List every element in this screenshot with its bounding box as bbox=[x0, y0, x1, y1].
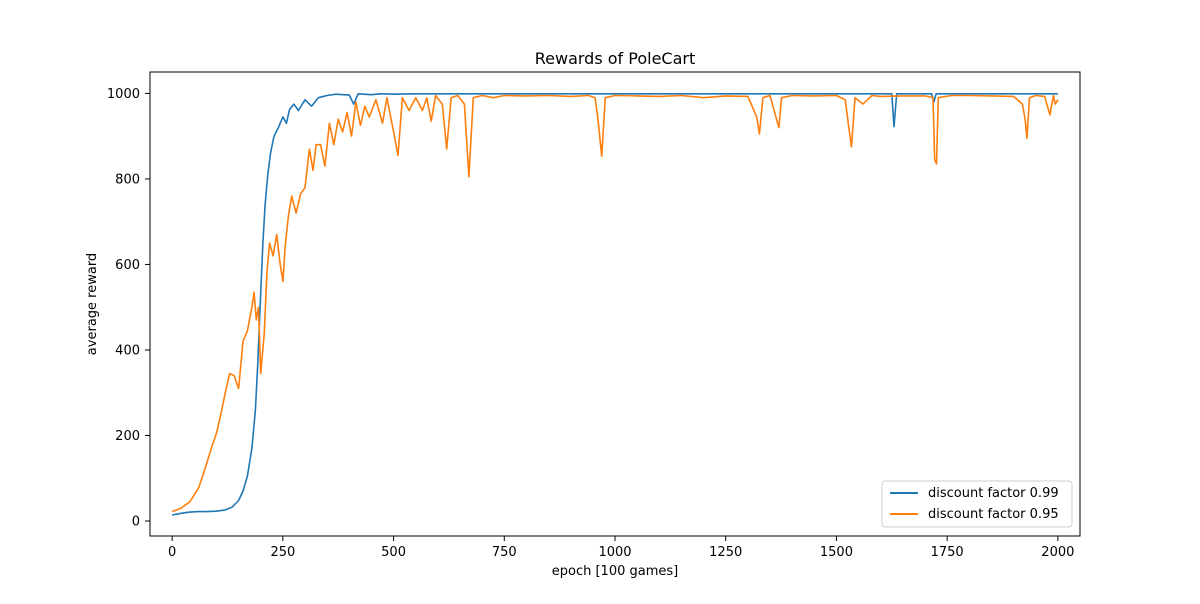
series-line-1 bbox=[171, 94, 1059, 513]
x-tick-label-4: 1000 bbox=[598, 545, 631, 560]
plot-area bbox=[171, 93, 1059, 516]
x-tick-label-5: 1250 bbox=[709, 545, 742, 560]
x-tick-label-0: 0 bbox=[168, 545, 176, 560]
x-axis-label: epoch [100 games] bbox=[552, 564, 678, 579]
y-tick-label-3: 600 bbox=[115, 258, 140, 273]
legend-box bbox=[881, 480, 1073, 528]
legend: discount factor 0.99 discount factor 0.9… bbox=[881, 480, 1073, 528]
y-tick-label-5: 1000 bbox=[107, 87, 140, 102]
chart-title: Rewards of PoleCart bbox=[535, 49, 696, 68]
y-tick-label-0: 0 bbox=[132, 515, 140, 530]
y-axis: 0 200 400 600 800 1000 bbox=[107, 87, 150, 530]
x-tick-label-8: 2000 bbox=[1041, 545, 1074, 560]
series-line-0 bbox=[171, 93, 1058, 516]
y-axis-label: average reward bbox=[85, 253, 100, 355]
x-tick-label-6: 1500 bbox=[820, 545, 853, 560]
x-tick-label-7: 1750 bbox=[931, 545, 964, 560]
y-tick-label-1: 200 bbox=[115, 429, 140, 444]
x-tick-label-1: 250 bbox=[270, 545, 295, 560]
plot-frame bbox=[149, 71, 1081, 537]
x-tick-label-2: 500 bbox=[381, 545, 406, 560]
y-tick-label-4: 800 bbox=[115, 172, 140, 187]
legend-label-series-0: discount factor 0.99 bbox=[928, 486, 1059, 501]
x-axis: 0 250 500 750 1000 1250 1500 1750 2000 bbox=[168, 536, 1074, 560]
legend-label-series-1: discount factor 0.95 bbox=[928, 507, 1059, 522]
y-tick-label-2: 400 bbox=[115, 343, 140, 358]
x-tick-label-3: 750 bbox=[492, 545, 517, 560]
